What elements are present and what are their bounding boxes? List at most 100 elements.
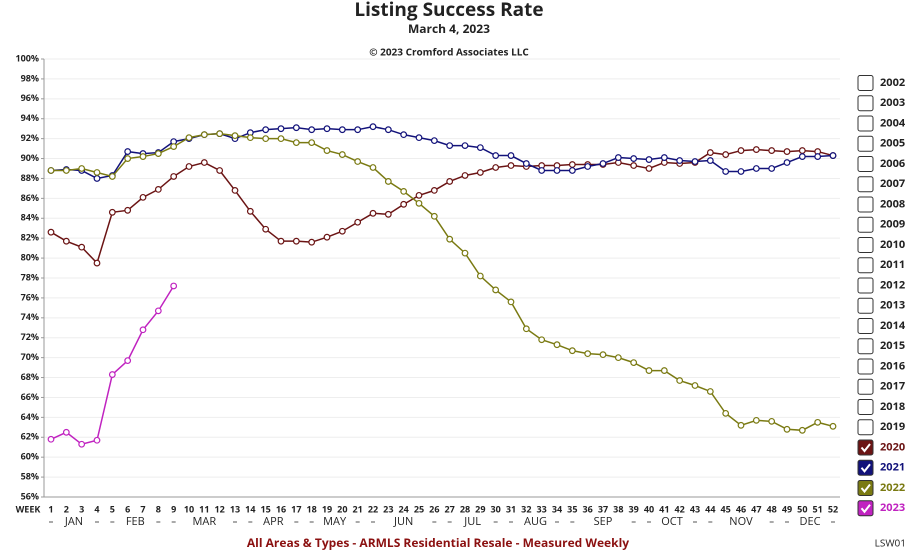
legend-checkbox[interactable] [857, 378, 874, 395]
data-point [47, 435, 55, 443]
legend-checkbox[interactable] [857, 500, 874, 517]
x-tick-label: 39 [629, 502, 639, 515]
data-point [538, 336, 546, 344]
data-point [108, 173, 116, 180]
legend-checkbox[interactable] [857, 459, 874, 476]
data-point [154, 307, 162, 315]
legend-checkbox[interactable] [857, 358, 874, 375]
y-tick-label: 66% [21, 390, 39, 403]
data-point [446, 235, 454, 243]
data-point [783, 425, 791, 433]
data-point [722, 151, 730, 158]
legend-checkbox[interactable] [857, 196, 874, 213]
legend-checkbox[interactable] [857, 338, 874, 355]
data-point [722, 168, 730, 175]
x-tick-label: 25 [414, 502, 424, 515]
data-point [78, 440, 86, 448]
x-tick-label: 38 [613, 502, 623, 515]
data-point [308, 139, 316, 147]
data-point [154, 150, 162, 157]
month-label: SEP [594, 514, 613, 529]
data-point [108, 208, 116, 216]
data-point [752, 416, 760, 424]
data-point [62, 428, 70, 436]
data-point [323, 147, 331, 154]
chart-title: Listing Success Rate [354, 0, 543, 22]
legend-checkbox[interactable] [857, 156, 874, 172]
data-point [430, 137, 438, 145]
legend-checkbox[interactable] [857, 399, 874, 415]
legend-checkbox[interactable] [857, 115, 874, 132]
x-tick-label: 43 [690, 502, 700, 515]
data-point [369, 164, 377, 171]
legend-label: 2008 [880, 196, 905, 211]
x-tick-label: 8 [156, 502, 161, 515]
legend-checkbox[interactable] [857, 297, 874, 314]
y-tick-label: 72% [21, 330, 39, 343]
x-tick-label: 11 [199, 502, 209, 515]
legend-label: 2020 [880, 439, 905, 454]
data-point [292, 237, 300, 245]
legend-checkbox[interactable] [857, 95, 874, 112]
data-point [660, 367, 668, 374]
data-point [323, 125, 331, 133]
data-point [752, 146, 760, 153]
copyright: © 2023 Cromford Associates LLC [369, 45, 529, 59]
legend-label: 2015 [880, 338, 905, 353]
legend-checkbox[interactable] [857, 237, 874, 253]
data-point [47, 228, 55, 236]
data-point [93, 169, 101, 176]
data-point [507, 162, 515, 169]
footer: All Areas & Types - ARMLS Residential Re… [247, 534, 629, 551]
legend-checkbox[interactable] [857, 439, 874, 456]
legend-checkbox[interactable] [857, 318, 874, 334]
legend-checkbox[interactable] [857, 277, 874, 294]
data-point [706, 149, 714, 156]
month-label: JUL [463, 514, 481, 529]
x-tick-label: 45 [721, 502, 731, 515]
data-point [538, 167, 546, 174]
x-tick-label: 30 [491, 502, 501, 515]
y-tick-label: 94% [21, 111, 39, 124]
data-point [507, 298, 515, 306]
series-line [50, 148, 834, 265]
data-point [384, 210, 392, 218]
month-label: MAR [193, 514, 217, 529]
legend-label: 2013 [880, 298, 905, 313]
data-point [400, 131, 408, 139]
x-tick-label: 16 [276, 502, 286, 515]
data-point [200, 131, 208, 139]
legend-checkbox[interactable] [857, 480, 874, 496]
legend-checkbox[interactable] [857, 176, 874, 193]
data-point [568, 161, 576, 168]
legend-checkbox[interactable] [857, 135, 874, 152]
data-point [630, 155, 638, 162]
x-tick-label: 31 [506, 502, 516, 515]
data-point [78, 243, 86, 251]
x-tick-label: 14 [245, 502, 255, 515]
legend-checkbox[interactable] [857, 216, 874, 233]
legend-check [860, 443, 871, 453]
y-tick-label: 90% [21, 151, 39, 164]
data-point [384, 126, 392, 134]
month-label: MAY [323, 514, 347, 529]
data-point [354, 126, 362, 134]
legend-label: 2014 [880, 318, 906, 333]
data-point [706, 388, 714, 395]
legend-checkbox[interactable] [857, 257, 874, 274]
legend-checkbox[interactable] [857, 419, 874, 436]
data-point [814, 418, 822, 426]
data-point [154, 186, 162, 193]
data-point [446, 178, 454, 185]
month-label: JUN [393, 514, 413, 529]
x-tick-label: 3 [79, 502, 84, 515]
series-line [50, 125, 834, 180]
x-tick-label: 34 [552, 502, 562, 515]
legend-checkbox[interactable] [857, 75, 874, 91]
month-label: NOV [729, 514, 753, 529]
data-point [415, 199, 423, 207]
data-point [308, 126, 316, 134]
y-tick-label: 74% [21, 310, 39, 323]
month-label: OCT [661, 514, 683, 529]
x-tick-label: 15 [261, 502, 271, 515]
